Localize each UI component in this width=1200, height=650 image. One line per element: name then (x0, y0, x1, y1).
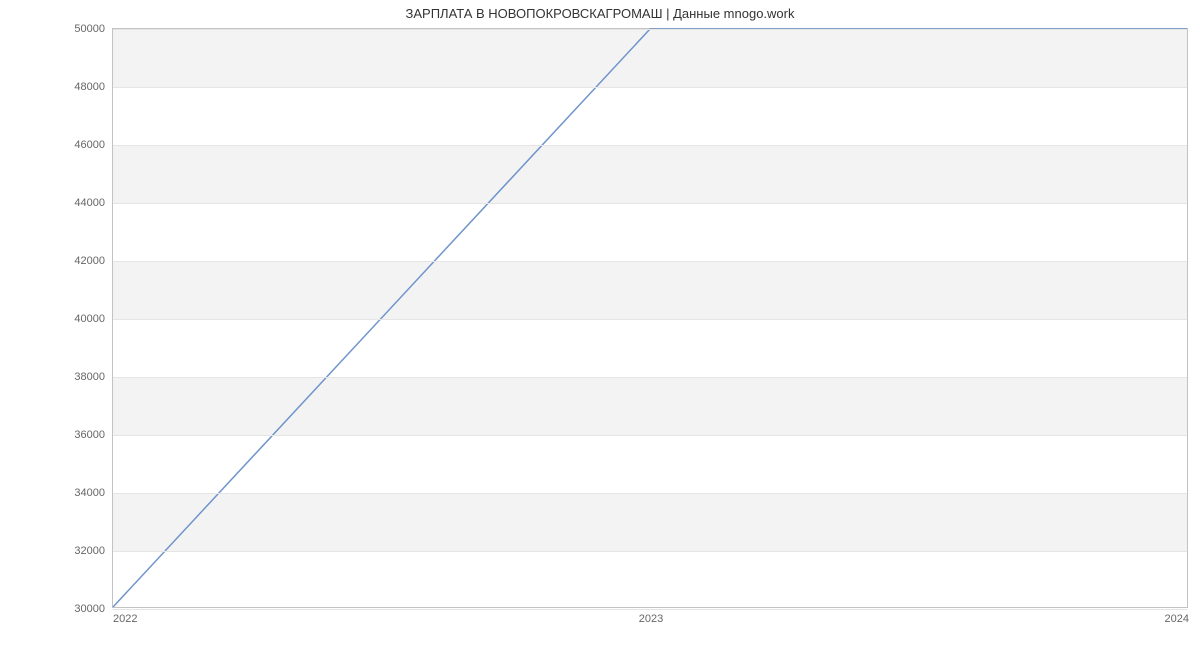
y-tick-label: 50000 (74, 23, 105, 35)
x-tick-label: 2023 (639, 613, 663, 625)
y-tick-label: 44000 (74, 197, 105, 209)
y-gridline (113, 87, 1187, 88)
plot-area: 3000032000340003600038000400004200044000… (112, 28, 1188, 608)
x-tick-label: 2024 (1165, 613, 1189, 625)
y-gridline (113, 203, 1187, 204)
y-tick-label: 48000 (74, 81, 105, 93)
y-gridline (113, 435, 1187, 436)
y-gridline (113, 551, 1187, 552)
y-gridline (113, 261, 1187, 262)
salary-chart: ЗАРПЛАТА В НОВОПОКРОВСКАГРОМАШ | Данные … (0, 0, 1200, 650)
y-gridline (113, 319, 1187, 320)
chart-title: ЗАРПЛАТА В НОВОПОКРОВСКАГРОМАШ | Данные … (0, 6, 1200, 21)
x-tick-label: 2022 (113, 613, 137, 625)
y-gridline (113, 493, 1187, 494)
y-gridline (113, 377, 1187, 378)
y-gridline (113, 609, 1187, 610)
series-line (113, 29, 1187, 607)
y-tick-label: 30000 (74, 603, 105, 615)
y-tick-label: 46000 (74, 139, 105, 151)
y-tick-label: 32000 (74, 545, 105, 557)
line-series (113, 29, 1187, 607)
y-gridline (113, 145, 1187, 146)
y-tick-label: 42000 (74, 255, 105, 267)
y-tick-label: 34000 (74, 487, 105, 499)
y-tick-label: 36000 (74, 429, 105, 441)
y-tick-label: 38000 (74, 371, 105, 383)
y-tick-label: 40000 (74, 313, 105, 325)
y-gridline (113, 29, 1187, 30)
